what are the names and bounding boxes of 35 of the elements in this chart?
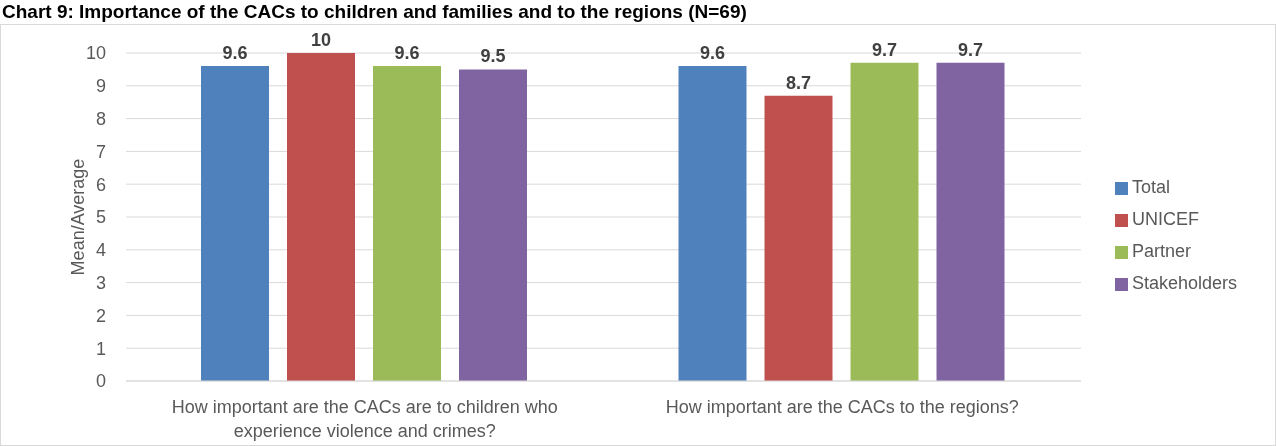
- legend-label: Partner: [1132, 241, 1192, 261]
- data-label: 10: [310, 30, 332, 50]
- y-tick-label: 0: [95, 371, 106, 392]
- data-label: 8.7: [785, 72, 812, 93]
- bar: [936, 62, 1005, 381]
- legend-label: UNICEF: [1132, 209, 1199, 229]
- y-tick-label: 6: [95, 174, 106, 195]
- bar: [287, 53, 355, 381]
- bar: [678, 66, 747, 381]
- y-tick-label: 8: [95, 108, 106, 129]
- y-tick-label: 1: [95, 338, 106, 359]
- bar: [201, 66, 269, 381]
- y-tick-label: 2: [95, 305, 106, 326]
- x-tick-label: How important are the CACs are to children who experience violence and crimes?: [171, 397, 558, 441]
- data-label: 9.6: [394, 43, 420, 64]
- chart-title: Chart 9: Importance of the CACs to children and families and to the regions (N=69): [1, 0, 748, 24]
- y-tick-label: 5: [95, 207, 106, 228]
- y-tick-label: 7: [95, 141, 106, 162]
- bar: [459, 69, 527, 381]
- bar: [373, 66, 441, 381]
- data-label: 9.6: [222, 43, 248, 64]
- x-tick-label: How important are the CACs to the regions?: [665, 397, 1019, 417]
- data-label: 9.5: [480, 46, 506, 67]
- data-label: 9.6: [699, 43, 726, 64]
- y-tick-label: 4: [95, 240, 106, 261]
- y-tick-label: 10: [85, 43, 106, 64]
- data-label: 9.7: [957, 39, 984, 60]
- y-tick-label: 9: [95, 76, 106, 97]
- y-axis-title: Mean/Average: [68, 158, 89, 276]
- legend-label: Stakeholders: [1132, 273, 1238, 293]
- bar: [764, 95, 833, 381]
- bar: [850, 62, 919, 381]
- y-tick-label: 3: [95, 272, 106, 293]
- data-label: 9.7: [871, 39, 898, 60]
- legend-label: Total: [1132, 177, 1171, 197]
